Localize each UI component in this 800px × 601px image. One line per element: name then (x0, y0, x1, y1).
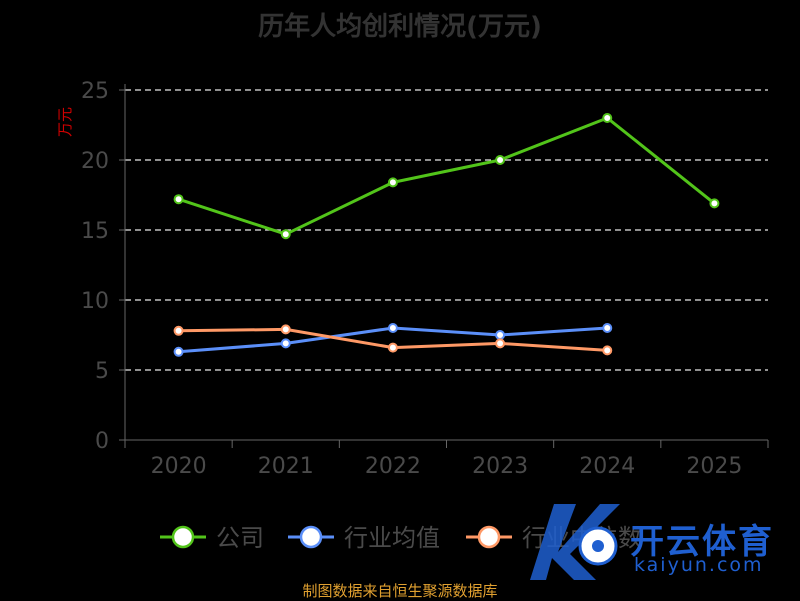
data-point (602, 113, 613, 123)
y-tick-label: 25 (81, 79, 109, 104)
data-point (387, 323, 398, 333)
y-tick-label: 10 (81, 289, 109, 314)
data-point (495, 338, 506, 349)
x-tick-label: 2022 (365, 454, 421, 479)
data-point (602, 345, 613, 356)
grid-lines (125, 89, 768, 371)
x-tick-label: 2025 (686, 454, 742, 479)
data-point (387, 177, 398, 188)
y-tick-label: 15 (81, 219, 109, 244)
data-point (387, 342, 398, 353)
y-tick-label: 5 (95, 359, 109, 384)
x-tick-label: 2023 (472, 454, 528, 479)
legend-label: 行业均值 (344, 524, 440, 552)
data-point (280, 229, 291, 240)
data-point (173, 325, 184, 336)
data-source-note: 制图数据来自恒生聚源数据库 (302, 582, 498, 600)
data-point (280, 324, 291, 335)
series-group (173, 113, 720, 357)
data-point (709, 198, 720, 209)
data-point (173, 194, 184, 205)
chart-title: 历年人均创利情况(万元) (258, 12, 542, 42)
data-point (495, 330, 506, 340)
legend-marker (477, 525, 501, 549)
data-point (495, 155, 506, 165)
legend-marker (171, 525, 195, 549)
y-axis-label: 万元 (56, 107, 74, 137)
x-tick-label: 2020 (151, 454, 207, 479)
kaiyun-logo-icon (530, 504, 620, 580)
data-point (602, 323, 613, 333)
series-line-0 (178, 116, 716, 236)
x-tick-label: 2021 (258, 454, 314, 479)
watermark-en: kaiyun.com (634, 554, 764, 576)
legend-label: 公司 (216, 524, 264, 552)
x-tick-label: 2024 (579, 454, 635, 479)
kaiyun-watermark: 开云体育 kaiyun.com (510, 492, 800, 592)
legend-marker (299, 525, 323, 549)
data-point (173, 346, 184, 357)
y-tick-label: 20 (81, 149, 109, 174)
watermark-cn: 开云体育 (630, 522, 774, 562)
y-tick-label: 0 (95, 429, 109, 454)
data-point (280, 338, 291, 349)
